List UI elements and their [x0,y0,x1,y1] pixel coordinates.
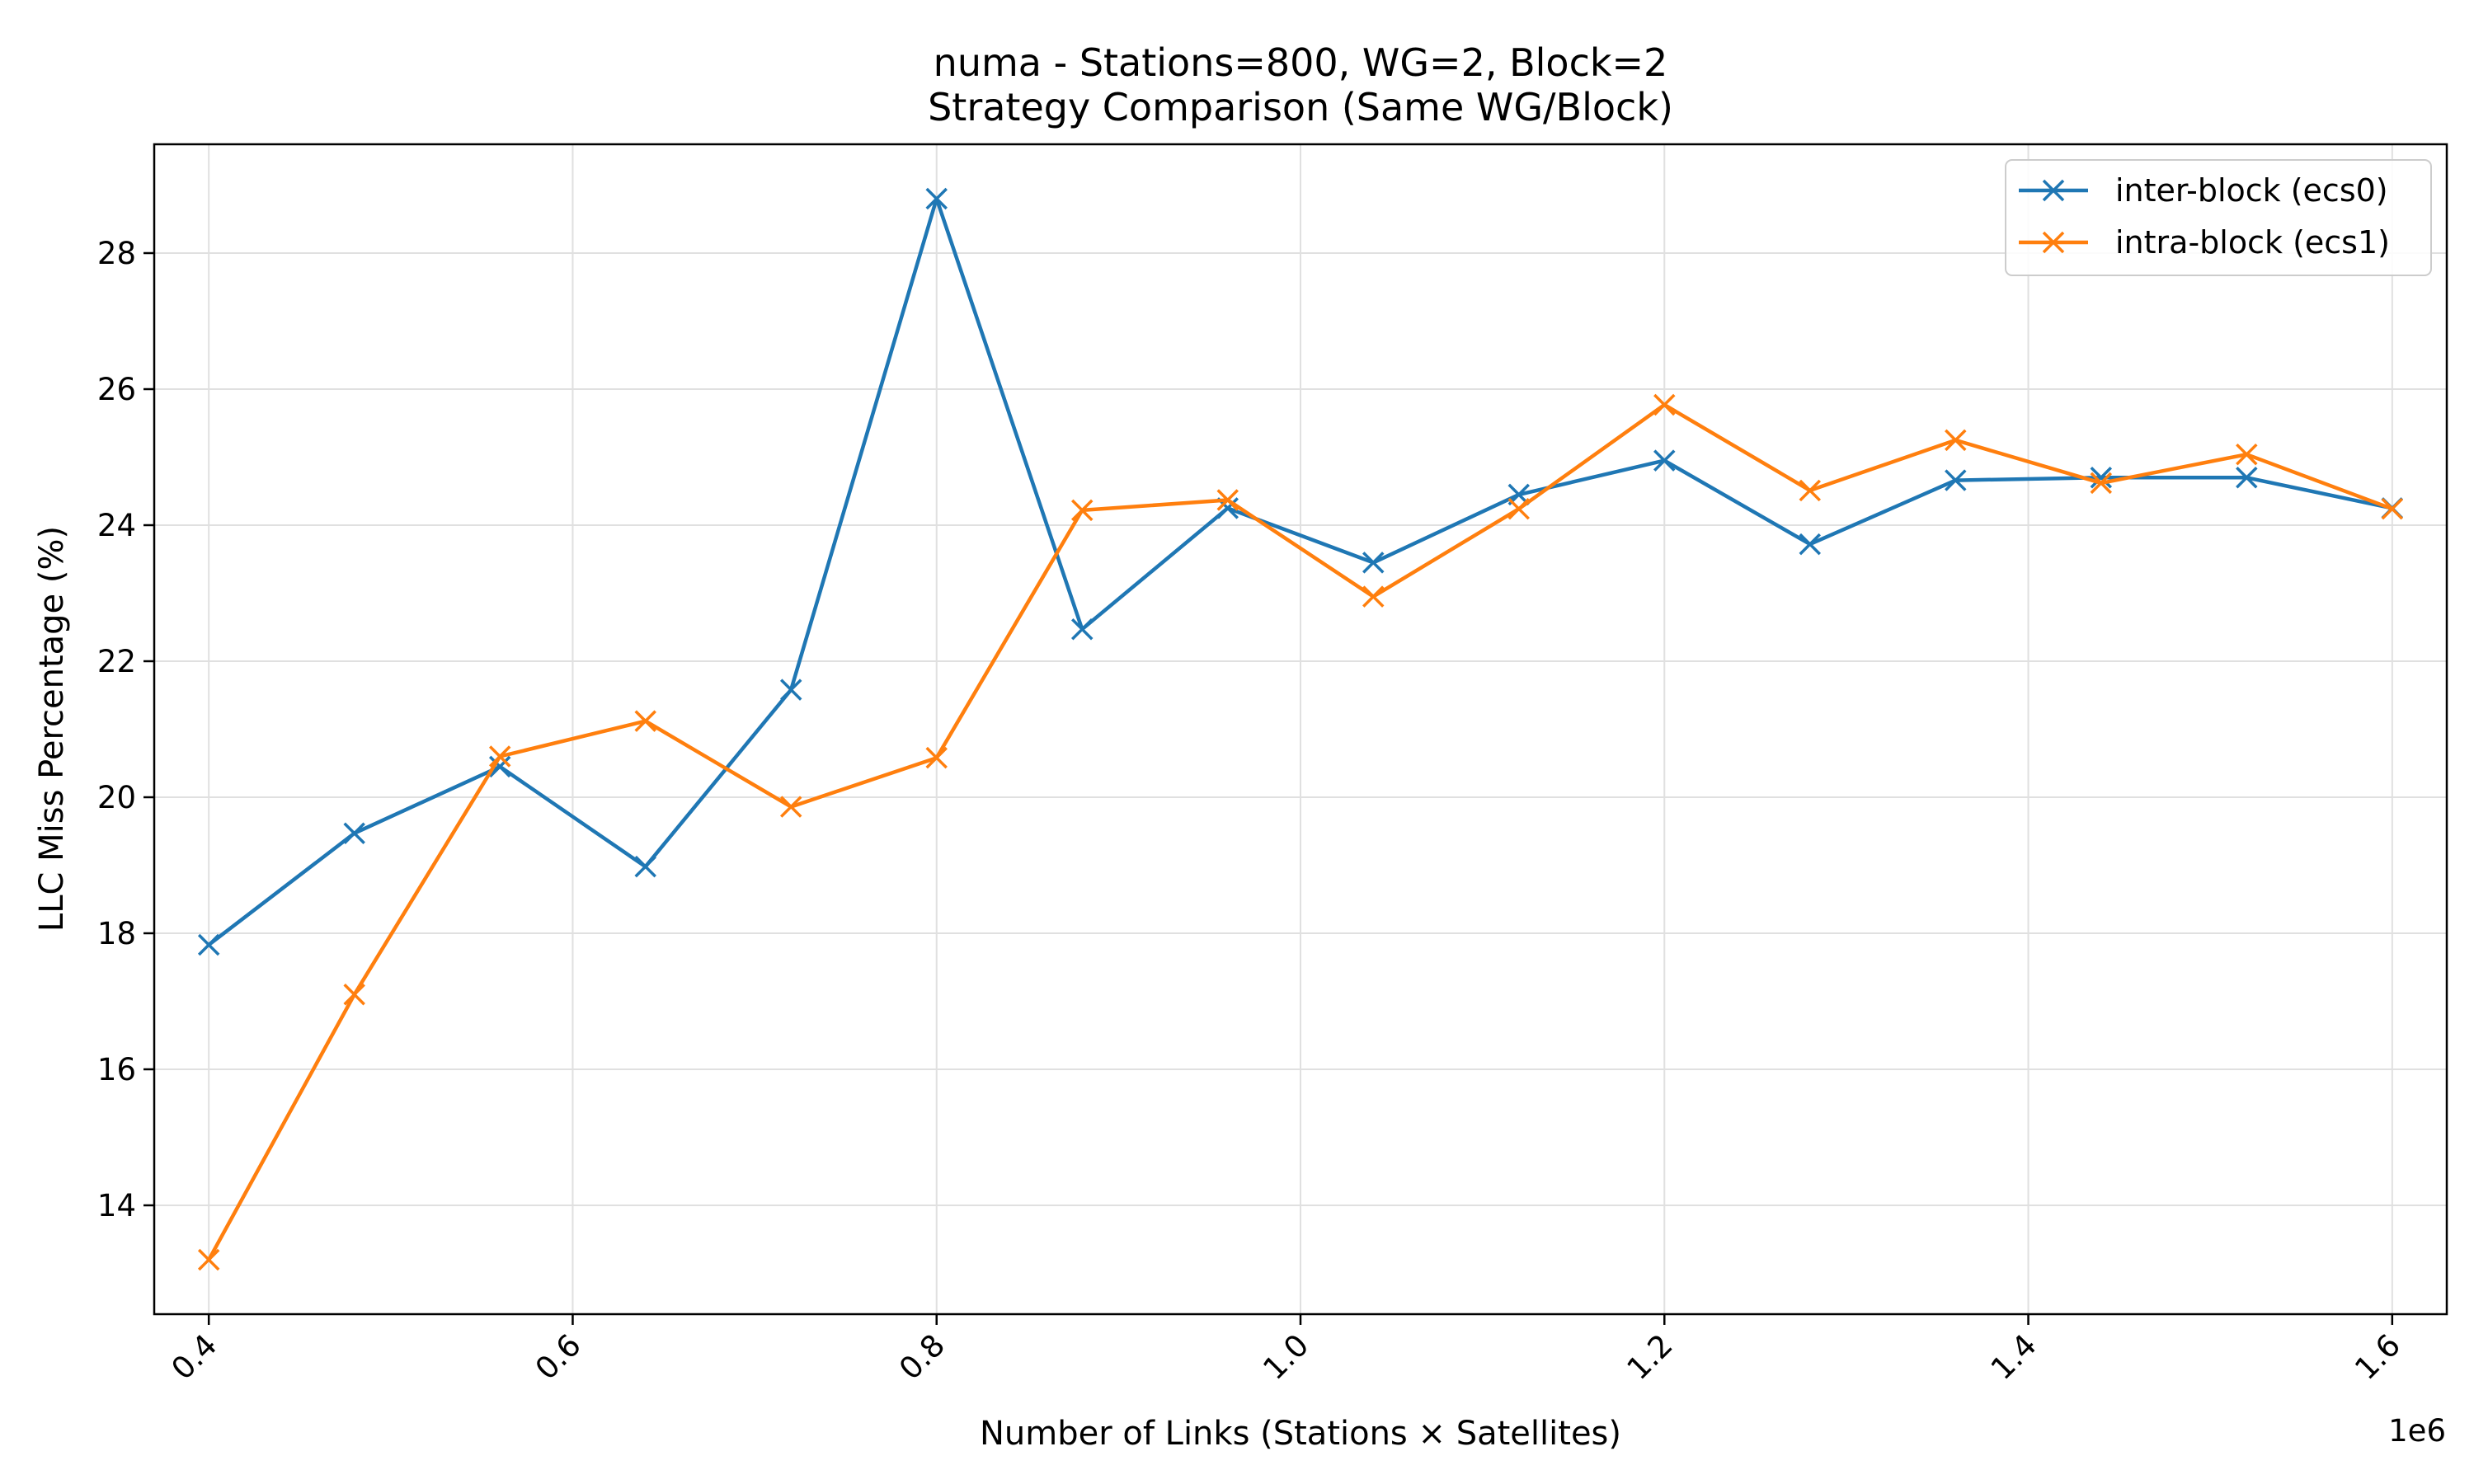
y-tick-label: 20 [97,780,136,815]
grid [154,144,2447,1314]
data-point-inter-block [488,755,511,778]
data-point-intra-block [2090,472,2113,495]
legend-label-inter-block: inter-block (ecs0) [2115,172,2388,209]
data-point-intra-block [779,796,802,818]
data-point-inter-block [779,679,802,701]
data-point-intra-block [197,1248,220,1271]
data-point-intra-block [1071,499,1094,522]
y-tick-label: 22 [97,644,136,679]
data-point-inter-block [343,822,365,844]
chart-title-line1: numa - Stations=800, WG=2, Block=2 [934,40,1668,85]
y-tick-label: 16 [97,1052,136,1087]
data-point-intra-block [1216,489,1239,511]
series-line-intra-block [206,402,2395,1262]
legend: inter-block (ecs0) intra-block (ecs1) [2005,159,2432,276]
x-axis-offset-label: 1e6 [2388,1413,2446,1449]
data-point-intra-block [1653,393,1676,416]
data-point-inter-block [2090,467,2113,489]
data-point-intra-block [2381,497,2404,520]
data-point-inter-block [1945,469,1967,491]
y-tick-label: 24 [97,508,136,543]
data-point-intra-block [1507,497,1530,520]
data-point-inter-block [1362,552,1385,574]
y-tick-label: 18 [97,916,136,951]
data-point-inter-block [197,933,220,956]
chart-title-line2: Strategy Comparison (Same WG/Block) [928,85,1673,129]
data-point-inter-block [1071,618,1094,641]
y-tick-label: 28 [97,236,136,271]
series-line-inter-block [206,196,2395,947]
data-point-intra-block [1799,479,1822,502]
data-point-inter-block [2236,467,2258,489]
data-point-inter-block [634,855,656,878]
plot-series [197,187,2404,1271]
legend-marker-intra-block [2042,231,2065,254]
x-axis-label: Number of Links (Stations × Satellites) [980,1415,1621,1453]
data-point-intra-block [2236,443,2258,466]
data-point-inter-block [1799,533,1822,556]
y-axis-label: LLC Miss Percentage (%) [33,526,71,932]
legend-label-intra-block: intra-block (ecs1) [2115,224,2390,261]
data-point-inter-block [925,187,948,210]
data-point-inter-block [1653,449,1676,472]
data-point-intra-block [1362,585,1385,608]
data-point-intra-block [488,745,511,768]
data-point-intra-block [1945,429,1967,452]
y-tick-label: 14 [97,1188,136,1223]
data-point-intra-block [925,746,948,769]
y-tick-label: 26 [97,372,136,407]
legend-box [2005,159,2432,276]
data-point-intra-block [634,710,656,732]
data-point-intra-block [343,984,365,1006]
legend-marker-inter-block [2042,179,2065,202]
